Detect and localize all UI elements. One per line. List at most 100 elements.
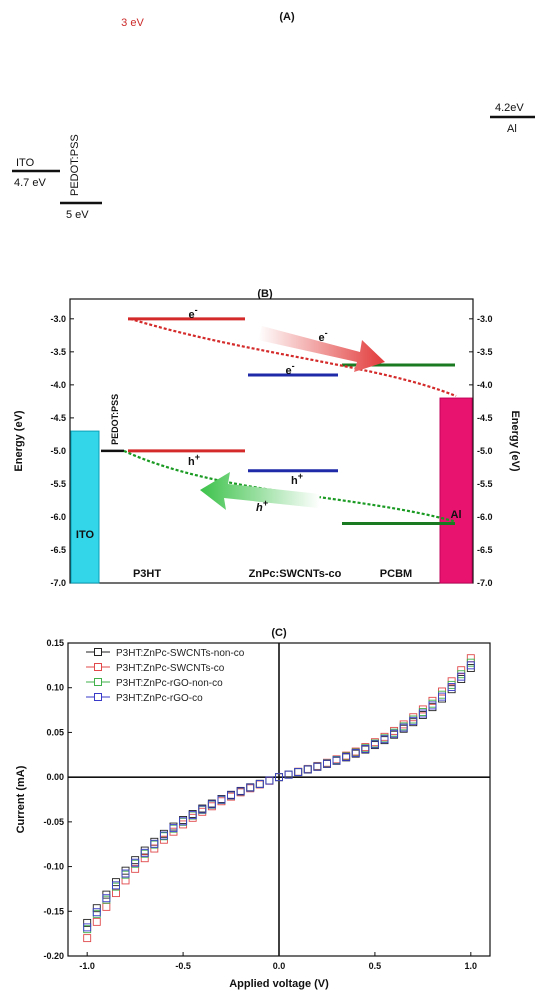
hole-label-znpc: h+ xyxy=(291,471,303,487)
c-y-tick-label: 0.00 xyxy=(46,772,64,782)
c-y-axis-title: Current (mA) xyxy=(15,765,27,833)
p3ht-znpc-rgo-co-point xyxy=(466,661,475,670)
hole-label-arrow: h+ xyxy=(256,498,269,514)
p3ht-znpc-rgo-co-point xyxy=(112,881,120,890)
panel-c-label: (C) xyxy=(271,627,287,639)
p3ht-name-label: P3HT xyxy=(133,568,161,580)
p3ht-znpc-rgo-co-point xyxy=(275,773,283,782)
p3ht-znpc-rgo-non-co-point xyxy=(179,817,188,826)
b-right-tick-label: -6.0 xyxy=(477,512,493,522)
b-right-tick-label: -4.5 xyxy=(477,413,493,423)
pedot-energy-label: 5 eV xyxy=(66,209,89,221)
p3ht-znpc-swcnts-non-co-point xyxy=(150,837,159,846)
p3ht-znpc-rgo-co-point xyxy=(447,683,456,691)
p3ht-znpc-rgo-non-co-point xyxy=(255,780,264,789)
b-left-tick-label: -3.5 xyxy=(50,347,66,357)
p3ht-znpc-swcnts-co-point xyxy=(265,776,274,785)
p3ht-znpc-rgo-co-point xyxy=(179,817,188,826)
b-left-tick-label: -6.5 xyxy=(50,545,66,555)
c-x-tick-label: 0.5 xyxy=(369,961,382,971)
p3ht-znpc-rgo-co-point xyxy=(140,848,149,857)
b-left-tick-label: -3.0 xyxy=(50,314,66,324)
panel-b-label: (B) xyxy=(257,288,273,300)
electron-label-znpc: e- xyxy=(285,361,294,377)
p3ht-znpc-rgo-co-point xyxy=(150,839,159,848)
p3ht-znpc-swcnts-non-co-point xyxy=(121,866,130,875)
b-left-tick-label: -7.0 xyxy=(50,578,66,588)
p3ht-znpc-rgo-co-point xyxy=(284,770,293,779)
c-y-tick-label: -0.10 xyxy=(43,862,64,872)
p3ht-znpc-rgo-co-point xyxy=(102,894,111,903)
c-y-tick-label: -0.20 xyxy=(43,951,64,961)
p3ht-znpc-rgo-co-point xyxy=(227,791,235,800)
p3ht-znpc-rgo-non-co-point xyxy=(313,762,322,771)
p3ht-znpc-rgo-non-co-point xyxy=(294,767,303,776)
p3ht-znpc-swcnts-non-co-point xyxy=(92,904,101,913)
c-y-tick-label: -0.05 xyxy=(43,817,64,827)
p3ht-znpc-rgo-co-point xyxy=(380,735,389,744)
b-left-tick-label: -6.0 xyxy=(50,512,66,522)
c-x-tick-label: 0.0 xyxy=(273,961,286,971)
p3ht-znpc-rgo-co-point xyxy=(399,723,408,732)
electron-label-p3ht: e- xyxy=(188,305,197,321)
hole-flow-arrow xyxy=(200,472,320,510)
c-x-axis-title: Applied voltage (V) xyxy=(229,978,329,990)
b-left-tick-label: -5.0 xyxy=(50,446,66,456)
p3ht-znpc-rgo-co-series xyxy=(83,661,475,932)
electron-label-arrow: e- xyxy=(318,328,327,344)
p3ht-znpc-swcnts-co-point xyxy=(102,902,111,911)
p3ht-znpc-rgo-co-point xyxy=(342,752,351,761)
p3ht-znpc-swcnts-co-point xyxy=(140,854,149,863)
p3ht-znpc-rgo-non-co-point xyxy=(265,776,274,785)
p3ht-znpc-swcnts-non-co-point xyxy=(466,664,475,672)
ito-electrode-bar xyxy=(70,430,100,584)
p3ht-znpc-swcnts-non-co-legend-marker xyxy=(94,648,102,656)
b-left-tick-label: -4.0 xyxy=(50,380,66,390)
p3ht-znpc-rgo-co-point xyxy=(457,672,466,681)
p3ht-znpc-rgo-co-point xyxy=(198,805,207,814)
p3ht-znpc-rgo-co-point xyxy=(207,800,216,809)
p3ht-znpc-swcnts-non-co-point xyxy=(447,685,456,694)
al-electrode-label: Al xyxy=(451,509,462,521)
p3ht-znpc-rgo-co-point xyxy=(418,709,427,718)
p3ht-znpc-rgo-co-point xyxy=(131,858,140,867)
ito-name-label: ITO xyxy=(16,157,35,169)
p3ht-znpc-swcnts-co-point xyxy=(207,802,216,811)
p3ht-znpc-rgo-co-point xyxy=(236,787,245,796)
p3ht-znpc-rgo-non-co-legend-marker xyxy=(94,678,102,686)
p3ht-znpc-rgo-co-point xyxy=(217,795,226,804)
p3ht-znpc-swcnts-non-co-point xyxy=(265,776,274,785)
electron-path-curve xyxy=(129,317,457,398)
c-y-tick-label: 0.10 xyxy=(46,683,64,693)
p3ht-znpc-swcnts-co-legend-label: P3HT:ZnPc-SWCNTs-co xyxy=(116,663,225,674)
c-x-tick-label: 1.0 xyxy=(465,961,478,971)
p3ht-znpc-swcnts-non-co-point xyxy=(294,768,303,777)
b-left-tick-label: -4.5 xyxy=(50,413,66,423)
p3ht-znpc-swcnts-co-point xyxy=(294,767,303,776)
p3ht-znpc-rgo-co-point xyxy=(294,768,303,777)
pcbm-name-label: PCBM xyxy=(380,568,412,580)
znpc-swcnts-co-name-label: ZnPc:SWCNTs-co xyxy=(249,568,342,580)
p3ht-znpc-rgo-co-point xyxy=(255,780,264,788)
panel-a-label: (A) xyxy=(279,11,295,23)
p3ht-znpc-rgo-co-point xyxy=(159,831,168,840)
al-energy-label: 4.2eV xyxy=(495,102,524,114)
p3ht-znpc-swcnts-co-point xyxy=(83,934,92,943)
pedot-electrode-label: PEDOT:PSS xyxy=(110,394,120,445)
p3ht-znpc-swcnts-co-point xyxy=(112,889,120,898)
b-right-tick-label: -6.5 xyxy=(477,545,493,555)
p3ht-znpc-rgo-non-co-point xyxy=(188,811,197,820)
b-right-tick-label: -3.0 xyxy=(477,314,493,324)
c-y-tick-label: -0.15 xyxy=(43,906,64,916)
p3ht-znpc-swcnts-non-co-legend-label: P3HT:ZnPc-SWCNTs-non-co xyxy=(116,648,245,659)
p3ht-znpc-swcnts-co-point xyxy=(466,654,475,663)
b-right-tick-label: -7.0 xyxy=(477,578,493,588)
p3ht-znpc-rgo-non-co-point xyxy=(457,670,466,679)
b-y-axis-title-right: Energy (eV) xyxy=(509,410,521,471)
p3ht-znpc-rgo-co-point xyxy=(92,908,101,917)
p3ht-znpc-rgo-co-point xyxy=(323,759,331,768)
p3ht-znpc-rgo-co-point xyxy=(351,749,360,758)
ito-electrode-label: ITO xyxy=(76,529,95,541)
al-name-label: Al xyxy=(507,123,517,135)
